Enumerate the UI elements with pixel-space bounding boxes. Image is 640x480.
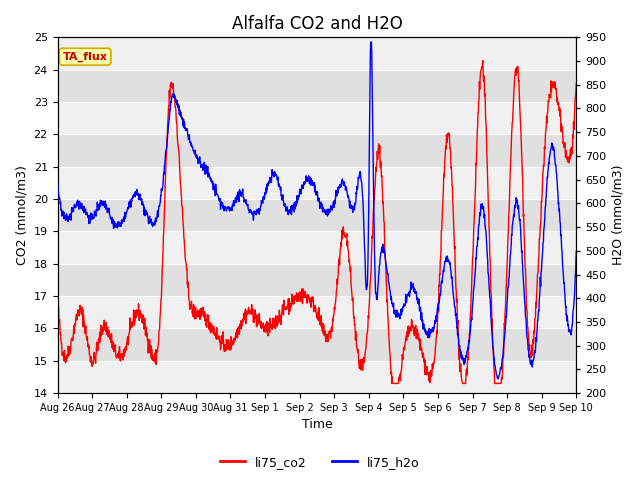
Bar xyxy=(58,102,576,134)
Bar xyxy=(58,37,576,70)
Bar xyxy=(58,361,576,393)
Bar xyxy=(58,134,576,167)
Bar xyxy=(58,328,576,361)
Bar xyxy=(58,70,576,102)
Bar xyxy=(58,231,576,264)
Bar xyxy=(58,199,576,231)
Bar xyxy=(58,167,576,199)
Y-axis label: H2O (mmol/m3): H2O (mmol/m3) xyxy=(612,165,625,265)
Bar xyxy=(58,296,576,328)
Legend: li75_co2, li75_h2o: li75_co2, li75_h2o xyxy=(215,451,425,474)
X-axis label: Time: Time xyxy=(301,419,332,432)
Text: TA_flux: TA_flux xyxy=(63,51,108,62)
Title: Alfalfa CO2 and H2O: Alfalfa CO2 and H2O xyxy=(232,15,403,33)
Y-axis label: CO2 (mmol/m3): CO2 (mmol/m3) xyxy=(15,165,28,265)
Bar xyxy=(58,264,576,296)
